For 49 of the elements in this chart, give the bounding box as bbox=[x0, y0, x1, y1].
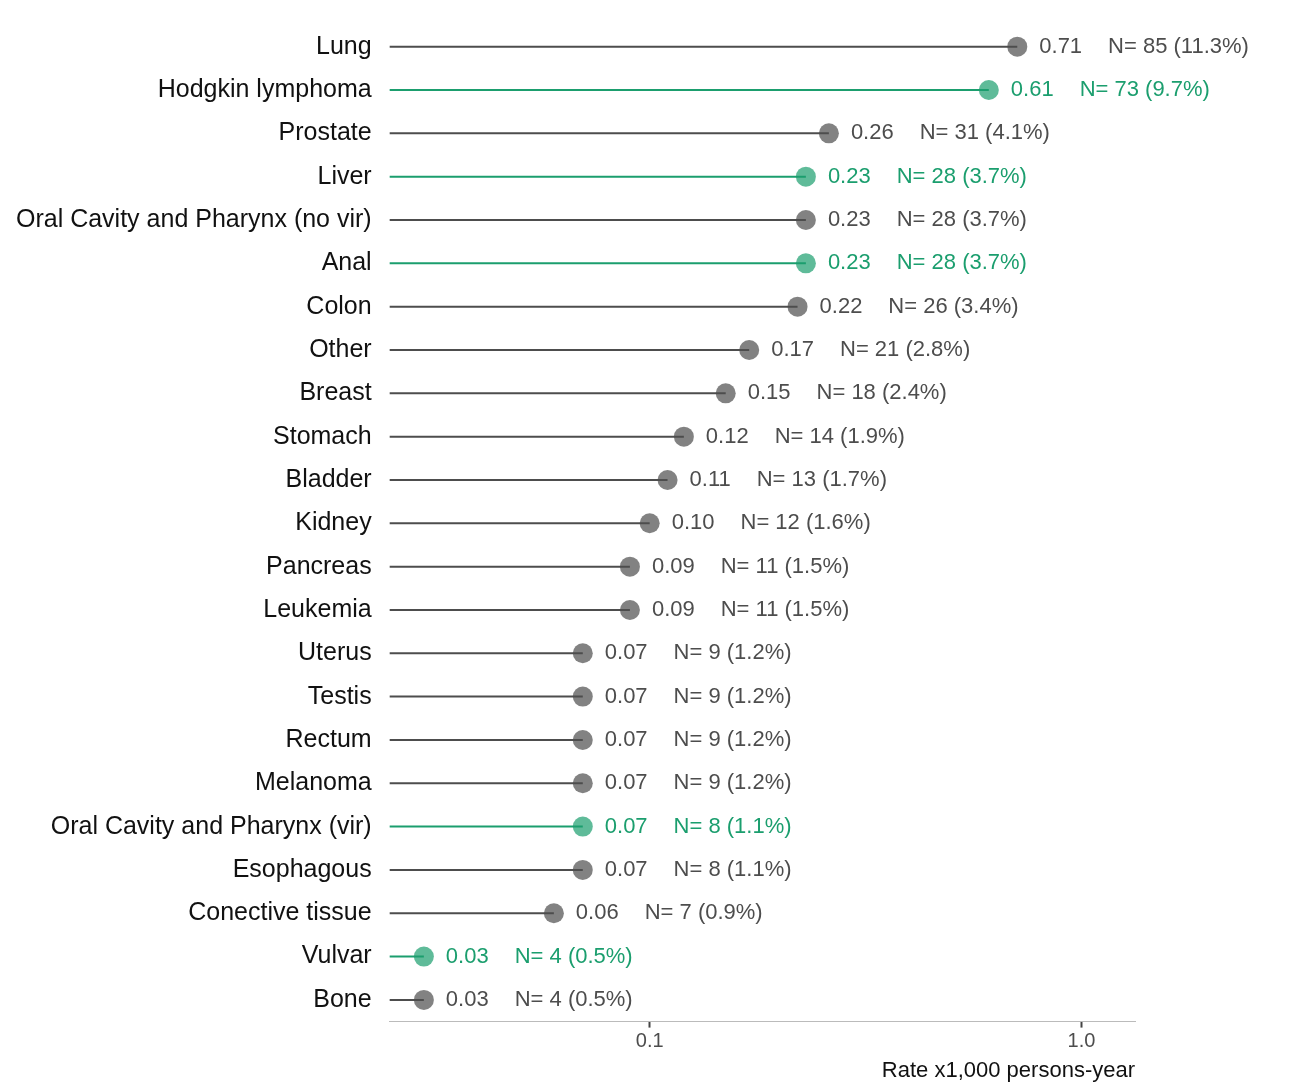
y-tick-label: Oral Cavity and Pharynx (no vir) bbox=[15, 203, 372, 232]
y-tick-label: Melanoma bbox=[254, 767, 372, 796]
y-tick-label: Colon bbox=[306, 290, 372, 319]
y-tick-label: Other bbox=[309, 333, 372, 362]
y-tick-label: Liver bbox=[317, 160, 372, 189]
data-label: 0.07 N= 9 (1.2%) bbox=[604, 769, 792, 795]
data-label: 0.15 N= 18 (2.4%) bbox=[747, 379, 947, 405]
y-tick-label: Bladder bbox=[285, 463, 372, 492]
y-tick-label: Uterus bbox=[298, 637, 372, 666]
y-tick-label: Kidney bbox=[295, 507, 373, 536]
y-tick-label: Stomach bbox=[273, 420, 372, 449]
y-tick-label: Esophagous bbox=[232, 853, 372, 882]
data-label: 0.07 N= 8 (1.1%) bbox=[604, 812, 792, 838]
data-label: 0.09 N= 11 (1.5%) bbox=[651, 552, 850, 578]
data-label: 0.03 N= 4 (0.5%) bbox=[445, 986, 633, 1011]
data-label: 0.06 N= 7 (0.9%) bbox=[575, 899, 763, 925]
data-label: 0.61 N= 73 (9.7%) bbox=[1010, 76, 1210, 102]
y-tick-label: Conective tissue bbox=[188, 897, 372, 926]
x-tick-label: 0.1 bbox=[635, 1029, 664, 1052]
data-label: 0.07 N= 8 (1.1%) bbox=[604, 856, 792, 882]
y-tick-label: Pancreas bbox=[266, 550, 372, 579]
data-label: 0.23 N= 28 (3.7%) bbox=[827, 249, 1027, 275]
data-label: 0.09 N= 11 (1.5%) bbox=[651, 596, 850, 622]
y-tick-label: Anal bbox=[321, 247, 372, 276]
data-label: 0.17 N= 21 (2.8%) bbox=[771, 336, 971, 362]
x-axis-title: Rate x1,000 persons-year bbox=[881, 1056, 1135, 1082]
data-label: 0.71 N= 85 (11.3%) bbox=[1039, 32, 1249, 58]
y-tick-label: Rectum bbox=[285, 723, 372, 752]
y-tick-label: Vulvar bbox=[301, 940, 372, 969]
y-tick-label: Breast bbox=[299, 377, 372, 406]
y-tick-label: Prostate bbox=[278, 117, 372, 146]
data-label: 0.23 N= 28 (3.7%) bbox=[827, 162, 1027, 188]
y-tick-label: Oral Cavity and Pharynx (vir) bbox=[50, 810, 372, 839]
data-label: 0.07 N= 9 (1.2%) bbox=[604, 726, 792, 752]
y-tick-label: Bone bbox=[313, 983, 372, 1012]
data-label: 0.26 N= 31 (4.1%) bbox=[850, 119, 1050, 145]
y-tick-label: Hodgkin lymphoma bbox=[157, 73, 372, 102]
y-tick-label: Leukemia bbox=[263, 593, 372, 622]
y-tick-label: Testis bbox=[307, 680, 372, 709]
data-label: 0.10 N= 12 (1.6%) bbox=[671, 509, 871, 535]
data-label: 0.07 N= 9 (1.2%) bbox=[604, 682, 792, 708]
y-tick-label: Lung bbox=[316, 30, 372, 59]
data-label: 0.03 N= 4 (0.5%) bbox=[445, 942, 633, 968]
data-label: 0.07 N= 9 (1.2%) bbox=[604, 639, 792, 665]
data-label: 0.11 N= 13 (1.7%) bbox=[689, 466, 887, 492]
data-label: 0.23 N= 28 (3.7%) bbox=[827, 206, 1027, 232]
data-label: 0.12 N= 14 (1.9%) bbox=[705, 422, 905, 448]
x-tick-label: 1.0 bbox=[1067, 1029, 1096, 1052]
data-label: 0.22 N= 26 (3.4%) bbox=[819, 292, 1019, 318]
